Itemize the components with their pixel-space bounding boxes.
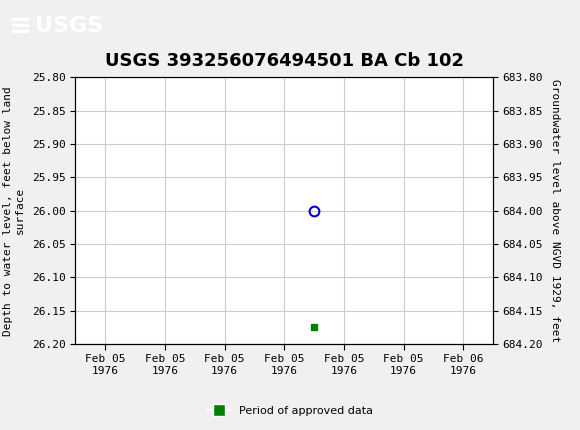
Y-axis label: Depth to water level, feet below land
surface: Depth to water level, feet below land su… <box>3 86 25 335</box>
Title: USGS 393256076494501 BA Cb 102: USGS 393256076494501 BA Cb 102 <box>105 52 463 70</box>
Text: ≡: ≡ <box>9 12 32 40</box>
Y-axis label: Groundwater level above NGVD 1929, feet: Groundwater level above NGVD 1929, feet <box>550 79 560 342</box>
Text: USGS: USGS <box>35 16 103 36</box>
Legend: Period of approved data: Period of approved data <box>203 401 377 420</box>
